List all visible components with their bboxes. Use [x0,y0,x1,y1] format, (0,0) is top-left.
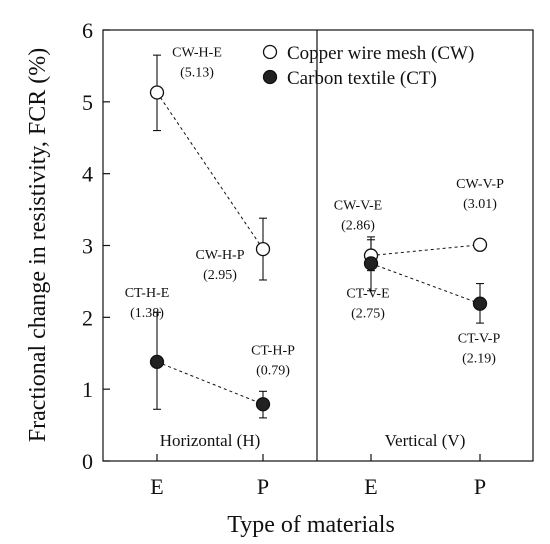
filled-circle-marker [472,296,488,311]
point-value-label: (2.95) [203,268,237,283]
legend-filled-marker [262,69,278,85]
y-tick-label: 6 [82,18,93,43]
filled-circle-marker [255,397,271,412]
data-markers [149,85,488,412]
legend-open-marker [262,44,278,60]
x-tick-label: P [474,474,486,499]
x-tick-label: P [257,474,269,499]
point-name-label: CW-H-E [172,45,222,60]
point-value-label: (1.38) [130,306,164,321]
point-name-label: CW-V-P [456,177,504,192]
series-lines [156,92,481,405]
open-circle-marker [255,241,271,257]
data-labels: Horizontal (H) Vertical (V) CW-H-E (5.13) CW… [125,45,504,450]
point-name-label: CT-V-P [458,332,501,347]
point-name-label: CT-H-P [251,343,295,358]
open-circle-marker [472,237,488,252]
series-connector [370,244,481,257]
region-label: Horizontal (H) [160,431,261,450]
y-tick-label: 1 [82,377,93,402]
legend: Copper wire mesh (CW) Carbon textile (CT) [262,43,474,89]
point-name-label: CW-V-E [334,199,382,214]
y-tick-label: 0 [82,449,93,474]
point-name-label: CW-H-P [196,248,245,263]
point-value-label: (0.79) [256,363,290,378]
point-name-label: CT-H-E [125,286,170,301]
x-axis-title: Type of materials [227,512,395,538]
series-connector [156,92,264,250]
region-label: Vertical (V) [385,431,466,450]
x-tick-label: E [150,474,163,499]
point-value-label: (2.19) [462,352,496,367]
series-connector [370,262,481,305]
filled-circle-marker [149,354,165,370]
series-connector [156,361,264,405]
legend-entry: Copper wire mesh (CW) [287,43,474,64]
point-value-label: (2.86) [341,219,375,234]
y-tick-label: 2 [82,305,93,330]
point-value-label: (3.01) [463,197,497,212]
legend-entry: Carbon textile (CT) [287,68,437,89]
y-tick-label: 4 [82,162,93,187]
y-axis-title: Fractional change in resistivity, FCR (%… [25,48,51,442]
point-value-label: (2.75) [351,306,385,321]
y-tick-label: 5 [82,90,93,115]
filled-circle-marker [363,256,379,271]
error-bars [153,54,484,419]
open-circle-marker [149,85,165,100]
point-value-label: (5.13) [180,65,214,80]
axis-ticks: 0 1 2 3 4 5 6 E P E P [82,18,486,499]
x-tick-label: E [364,474,377,499]
point-name-label: CT-V-E [346,286,389,301]
y-tick-label: 3 [82,234,93,259]
